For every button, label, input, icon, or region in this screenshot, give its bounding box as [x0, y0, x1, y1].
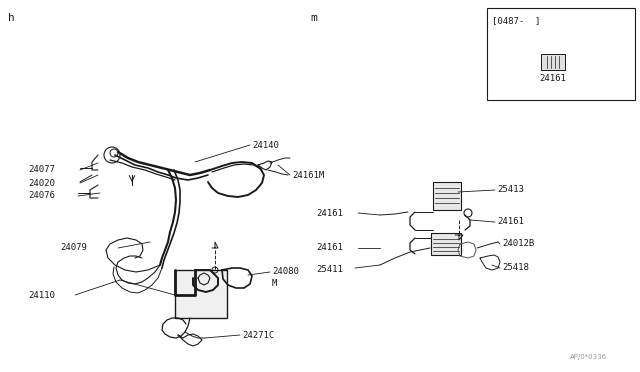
Text: 24161M: 24161M	[292, 170, 324, 180]
Bar	[175, 270, 227, 318]
Text: 24271C: 24271C	[242, 330, 275, 340]
Bar	[541, 54, 565, 70]
Text: 24012B: 24012B	[502, 240, 534, 248]
Text: 24140: 24140	[252, 141, 279, 150]
Text: m: m	[310, 13, 317, 23]
Text: 24020: 24020	[28, 179, 55, 187]
Text: 25411: 25411	[316, 266, 343, 275]
Text: 24161: 24161	[497, 218, 524, 227]
Text: 24161: 24161	[540, 74, 566, 83]
Text: M: M	[272, 279, 277, 288]
Text: h: h	[8, 13, 15, 23]
Bar	[487, 8, 635, 100]
Bar	[431, 233, 461, 255]
Text: 24080: 24080	[272, 267, 299, 276]
Text: 24077: 24077	[28, 166, 55, 174]
Text: [0487-  ]: [0487- ]	[492, 16, 540, 25]
Text: 25413: 25413	[497, 186, 524, 195]
Text: 24161: 24161	[316, 208, 343, 218]
Bar	[433, 182, 461, 210]
Text: 25418: 25418	[502, 263, 529, 273]
Text: 24161: 24161	[316, 244, 343, 253]
Text: 24076: 24076	[28, 192, 55, 201]
Text: AP/0*0336: AP/0*0336	[570, 354, 607, 360]
Text: 24110: 24110	[28, 291, 55, 299]
Text: 24079: 24079	[60, 244, 87, 253]
